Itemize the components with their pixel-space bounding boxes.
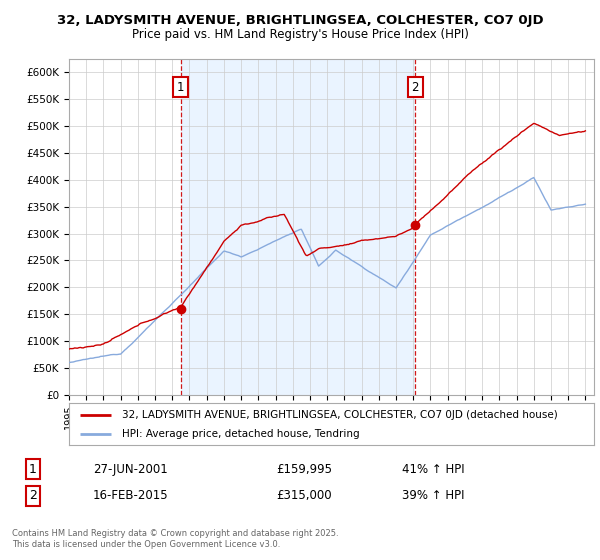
Text: Price paid vs. HM Land Registry's House Price Index (HPI): Price paid vs. HM Land Registry's House … bbox=[131, 28, 469, 41]
Text: HPI: Average price, detached house, Tendring: HPI: Average price, detached house, Tend… bbox=[121, 429, 359, 439]
Text: 39% ↑ HPI: 39% ↑ HPI bbox=[402, 489, 464, 502]
Text: 2: 2 bbox=[29, 489, 37, 502]
Text: 32, LADYSMITH AVENUE, BRIGHTLINGSEA, COLCHESTER, CO7 0JD: 32, LADYSMITH AVENUE, BRIGHTLINGSEA, COL… bbox=[56, 14, 544, 27]
Text: 27-JUN-2001: 27-JUN-2001 bbox=[93, 463, 168, 476]
Text: Contains HM Land Registry data © Crown copyright and database right 2025.
This d: Contains HM Land Registry data © Crown c… bbox=[12, 529, 338, 549]
Text: 16-FEB-2015: 16-FEB-2015 bbox=[93, 489, 169, 502]
Text: £315,000: £315,000 bbox=[276, 489, 332, 502]
Text: 1: 1 bbox=[177, 81, 184, 94]
Text: 41% ↑ HPI: 41% ↑ HPI bbox=[402, 463, 464, 476]
Bar bbox=[181, 59, 415, 395]
Text: 2: 2 bbox=[412, 81, 419, 94]
Text: £159,995: £159,995 bbox=[276, 463, 332, 476]
Text: 32, LADYSMITH AVENUE, BRIGHTLINGSEA, COLCHESTER, CO7 0JD (detached house): 32, LADYSMITH AVENUE, BRIGHTLINGSEA, COL… bbox=[121, 409, 557, 419]
Text: 1: 1 bbox=[29, 463, 37, 476]
